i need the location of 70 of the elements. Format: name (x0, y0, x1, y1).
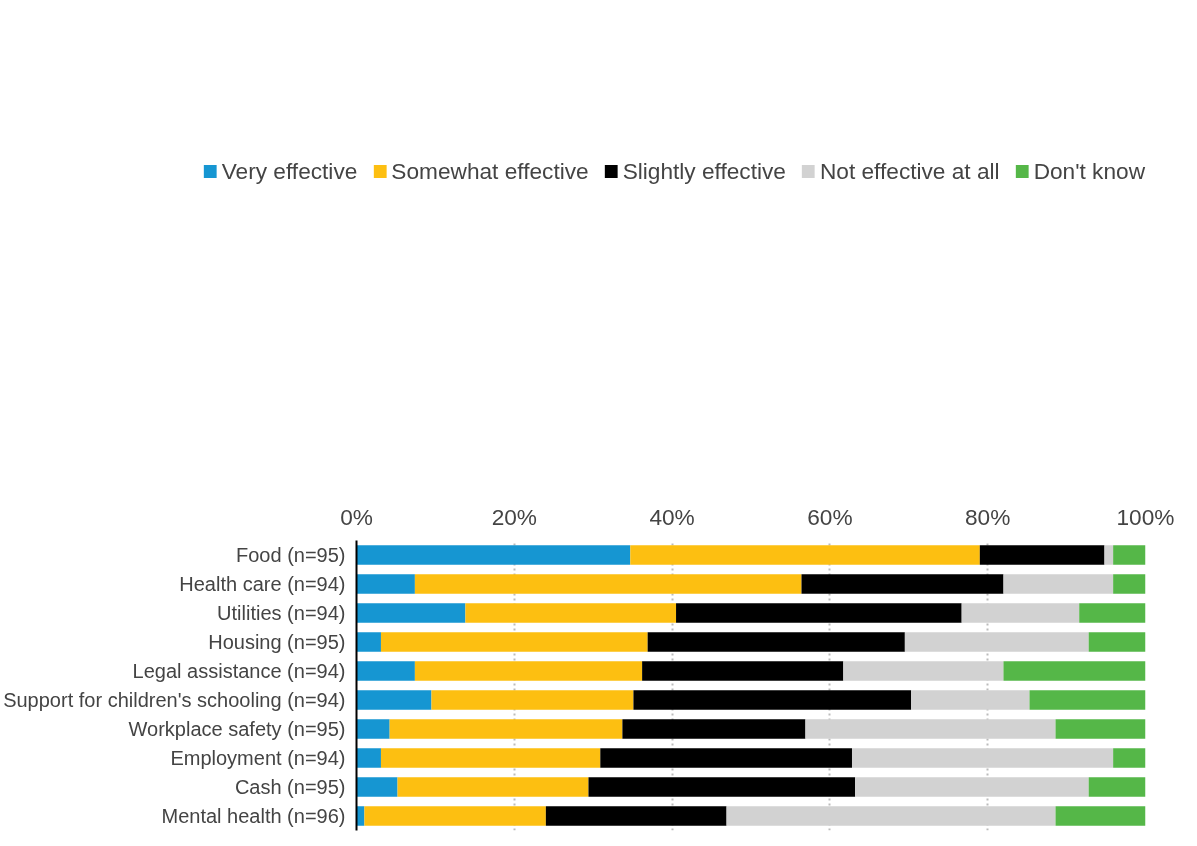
bar (397, 777, 589, 797)
x-tick-label: 60% (807, 503, 853, 530)
bar (1079, 603, 1146, 623)
bar (1113, 574, 1146, 594)
legend-label: Don't know (1033, 157, 1145, 185)
bar (414, 661, 643, 681)
bar (979, 545, 1105, 565)
y-tick-label: Employment (n=94) (170, 747, 346, 769)
bar (1113, 748, 1146, 768)
y-tick-label: Utilities (n=94) (217, 602, 346, 624)
bar (356, 545, 631, 565)
y-tick-label: Health care (n=94) (179, 573, 346, 595)
bar (843, 661, 1004, 681)
bar (356, 603, 466, 623)
bar (380, 748, 601, 768)
bar (389, 719, 623, 739)
bar (356, 719, 390, 739)
x-tick-label: 80% (965, 503, 1011, 530)
y-tick-label: Housing (n=95) (208, 631, 346, 653)
bar (904, 632, 1089, 652)
bar (1055, 806, 1146, 826)
bar (676, 603, 962, 623)
y-tick-label: Legal assistance (n=94) (132, 660, 346, 682)
x-tick-label: 20% (491, 503, 537, 530)
legend-label: Not effective at all (819, 157, 1000, 185)
bar (1104, 545, 1114, 565)
bar (431, 690, 634, 710)
bar (1055, 719, 1146, 739)
bar (356, 574, 415, 594)
bar (356, 748, 381, 768)
bar (726, 806, 1056, 826)
bar (805, 719, 1056, 739)
bar (356, 777, 398, 797)
bar (600, 748, 852, 768)
bar (1088, 632, 1146, 652)
legend-label: Very effective (221, 157, 358, 185)
x-tick-label: 100% (1116, 503, 1175, 530)
bar (356, 690, 432, 710)
legend-label: Slightly effective (622, 157, 786, 185)
bar (588, 777, 856, 797)
bar (414, 574, 802, 594)
bar (647, 632, 905, 652)
bar (1113, 545, 1146, 565)
bar (380, 632, 648, 652)
x-tick-label: 0% (340, 503, 373, 530)
x-tick-label: 40% (649, 503, 695, 530)
bar (1003, 661, 1146, 681)
y-tick-label: Cash (n=95) (234, 776, 346, 798)
bar (1029, 690, 1146, 710)
bar (622, 719, 806, 739)
bar (1088, 777, 1146, 797)
bar (545, 806, 727, 826)
bar (465, 603, 677, 623)
bar (1003, 574, 1114, 594)
y-tick-label: Workplace safety (n=95) (128, 718, 346, 740)
bar (855, 777, 1089, 797)
legend-label: Somewhat effective (391, 157, 589, 185)
bar (961, 603, 1080, 623)
bar (364, 806, 546, 826)
bar (911, 690, 1030, 710)
y-tick-label: Food (n=95) (235, 544, 346, 566)
bar (801, 574, 1004, 594)
bar (633, 690, 912, 710)
bar (851, 748, 1114, 768)
bar (630, 545, 980, 565)
bar (642, 661, 844, 681)
bar (356, 661, 415, 681)
bar (356, 632, 381, 652)
y-tick-label: Support for children's schooling (n=94) (3, 689, 346, 711)
y-tick-label: Mental health (n=96) (161, 805, 346, 827)
